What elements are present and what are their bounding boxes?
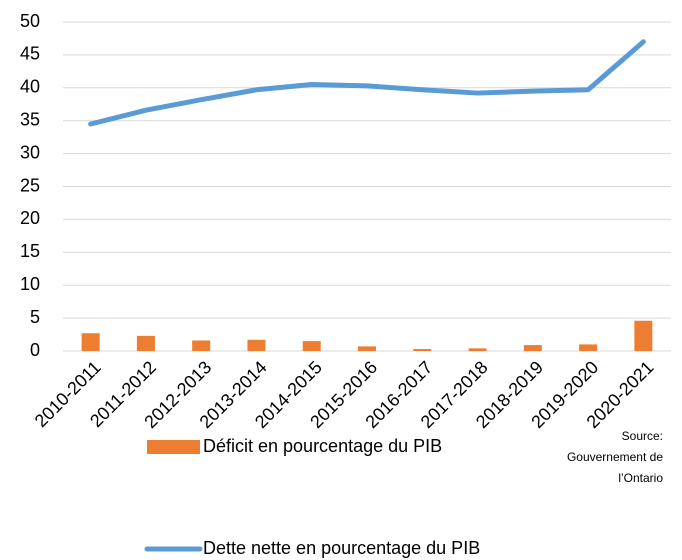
bar [247, 339, 266, 351]
y-tick-label: 25 [20, 175, 40, 195]
y-tick-label: 50 [20, 11, 40, 31]
legend-label: Dette nette en pourcentage du PIB [203, 538, 480, 558]
source-note: Gouvernement de [567, 450, 663, 464]
line [88, 39, 646, 127]
y-tick-label: 5 [30, 307, 40, 327]
y-tick-label: 20 [20, 208, 40, 228]
bar [634, 320, 653, 351]
bar [81, 333, 100, 351]
source-note: Source: [622, 429, 663, 443]
y-tick-label: 10 [20, 274, 40, 294]
bar [302, 341, 321, 351]
y-tick-label: 40 [20, 77, 40, 97]
bar [523, 345, 542, 351]
y-tick-label: 0 [30, 340, 40, 360]
bar [192, 340, 211, 351]
bar [579, 344, 598, 351]
y-tick-label: 35 [20, 109, 40, 129]
y-tick-label: 30 [20, 142, 40, 162]
legend-label: Déficit en pourcentage du PIB [203, 436, 442, 456]
bar [468, 348, 487, 351]
bar [136, 335, 155, 351]
legend-swatch [147, 440, 200, 454]
bar [358, 346, 376, 351]
bar [413, 349, 432, 351]
y-tick-label: 45 [20, 44, 40, 64]
y-tick-label: 15 [20, 241, 40, 261]
source-note: l’Ontario [618, 471, 663, 485]
